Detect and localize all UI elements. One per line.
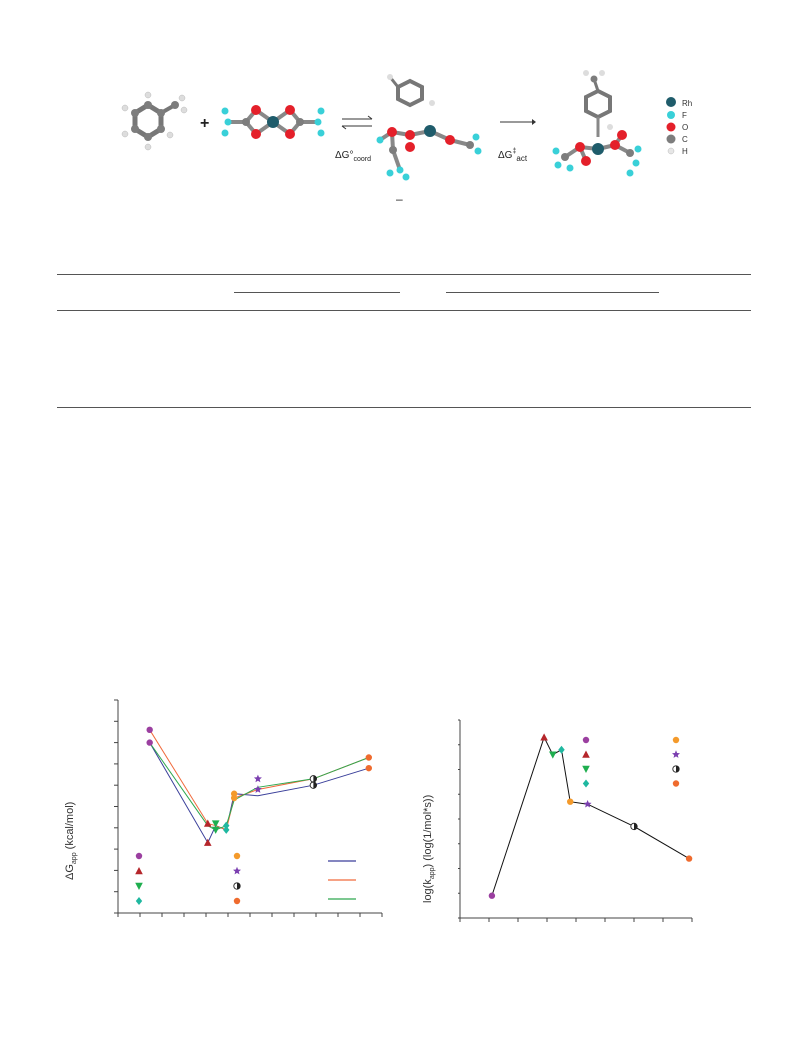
table-header-rule xyxy=(57,310,751,311)
reaction-arrow xyxy=(500,119,536,125)
data-point xyxy=(365,754,372,761)
legend-marker xyxy=(135,882,143,890)
legend-marker xyxy=(233,897,241,905)
data-point xyxy=(223,821,230,830)
legend-marker xyxy=(582,765,590,773)
rate-chart-y-label: log(kapp) (log(1/mol*s)) xyxy=(422,794,437,903)
delta-g-act-label: ΔG‡act xyxy=(498,148,528,163)
data-point xyxy=(549,751,557,759)
legend-marker xyxy=(582,779,590,788)
legend-marker xyxy=(135,867,143,875)
data-point xyxy=(211,826,220,834)
legend-f-label: F xyxy=(682,111,687,120)
plus-sign: + xyxy=(200,115,209,132)
legend-h-label: H xyxy=(682,147,688,156)
table-bottom-rule xyxy=(57,407,751,408)
legend-o-dot xyxy=(666,122,676,132)
data-point xyxy=(685,855,693,862)
legend-marker xyxy=(672,736,680,744)
data-point xyxy=(540,733,548,741)
data-point xyxy=(203,819,212,827)
table-group-rule-left xyxy=(234,292,400,293)
data-point xyxy=(146,739,153,746)
legend-rh-label: Rh xyxy=(682,99,692,108)
data-point xyxy=(211,820,220,828)
legend-marker xyxy=(582,750,590,758)
equilibrium-arrows xyxy=(341,115,373,130)
legend-h-dot xyxy=(667,147,675,155)
legend-c-dot xyxy=(666,134,676,144)
series-line-2 xyxy=(149,742,369,831)
data-point xyxy=(146,726,153,734)
legend-marker xyxy=(233,852,241,860)
data-point xyxy=(309,775,318,783)
rhodium-complex xyxy=(221,105,325,139)
data-point xyxy=(630,822,638,831)
legend-c-label: C xyxy=(682,135,688,144)
delta-g-coord-label: ΔG°coord xyxy=(335,150,371,163)
data-point xyxy=(365,764,372,772)
legend-marker xyxy=(672,750,680,758)
toluene-molecule xyxy=(121,91,188,151)
table-top-rule xyxy=(57,274,751,275)
data-point xyxy=(583,799,592,808)
rate-chart xyxy=(456,718,694,922)
atom-legend: Rh F O C H xyxy=(666,97,692,156)
energy-chart-svg xyxy=(114,699,383,917)
data-point xyxy=(567,798,574,805)
data-point xyxy=(309,781,318,789)
legend-o-label: O xyxy=(682,123,688,132)
coordination-complex xyxy=(376,74,482,181)
legend-rh-dot xyxy=(666,97,676,107)
legend-marker xyxy=(135,852,143,860)
legend-marker xyxy=(135,897,143,905)
table-group-rule-right xyxy=(446,292,659,293)
data-point xyxy=(203,838,212,846)
legend-marker xyxy=(233,866,241,875)
data-point xyxy=(230,794,238,802)
data-point xyxy=(488,892,496,899)
data-point xyxy=(558,745,565,754)
series-line-0 xyxy=(149,742,369,844)
transition-state xyxy=(552,70,642,177)
rate-chart-svg xyxy=(456,719,693,922)
legend-marker xyxy=(233,882,241,890)
series-line-0 xyxy=(491,735,690,896)
legend-marker xyxy=(672,765,680,773)
reaction-scheme-graphic: + ΔG°coord xyxy=(121,70,692,206)
legend-marker xyxy=(582,736,590,744)
dash-mark: – xyxy=(396,192,403,206)
energy-chart xyxy=(112,699,384,917)
data-point xyxy=(253,774,262,783)
data-point xyxy=(223,825,230,834)
data-point xyxy=(253,785,262,793)
legend-marker xyxy=(672,780,680,787)
energy-chart-y-label: ΔGapp (kcal/mol) xyxy=(64,801,79,880)
reaction-scheme: + ΔG°coord xyxy=(110,65,710,210)
legend-f-dot xyxy=(667,111,675,119)
